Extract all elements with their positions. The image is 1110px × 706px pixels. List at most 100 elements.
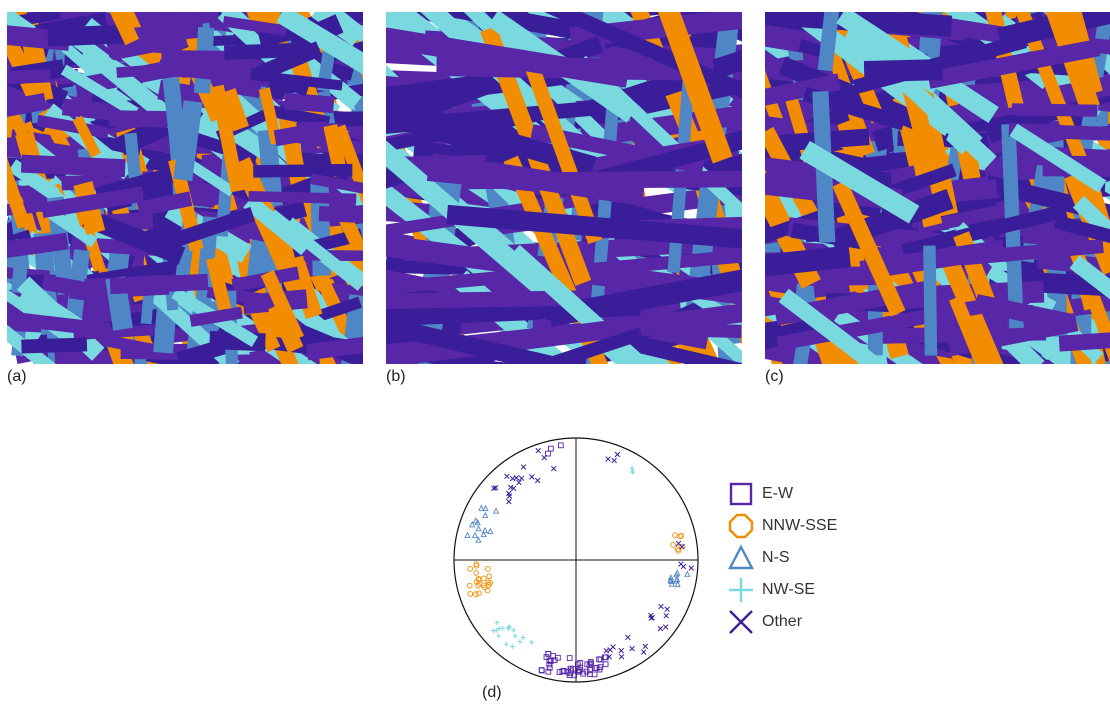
fracture-segment [974,294,1076,332]
octagon-icon [728,513,754,539]
stereonet-pole [512,633,518,639]
stereonet-pole [475,582,481,589]
fracture-segment [1058,330,1110,352]
stereonet-pole [484,587,491,594]
stereonet-pole [516,479,522,486]
fracture-segment [248,191,357,205]
fracture-segment [109,273,209,295]
fracture-segment [7,92,47,121]
fracture-segment [210,84,245,193]
fracture-segment [923,245,938,356]
fracture-segment [548,266,742,327]
stereonet-pole [511,627,516,633]
stereonet-pole [664,606,670,613]
fracture-segment [765,268,806,290]
legend-label-nw-se: NW-SE [762,581,816,598]
plus-icon [729,578,753,602]
stereonet-pole [494,620,500,626]
stereonet-pole [663,613,669,619]
stereonet-pole [606,653,612,660]
fracture-segment [1069,255,1110,313]
legend-label-ew: E-W [762,485,794,502]
legend: E-W NNW-SSE N-S NW-SE Other [726,478,926,638]
stereonet-pole [580,670,587,677]
stereonet-pole [475,525,482,532]
stereonet-pole [602,661,609,668]
stereonet-pole [614,451,621,458]
legend-item-nnw-sse: NNW-SSE [726,510,926,542]
fracture-segment [20,154,126,178]
fracture-segment [927,39,1101,89]
stereonet-pole [657,625,664,632]
fracture-segment [446,204,742,257]
square-icon [729,482,753,506]
stereonet-pole [618,647,625,654]
stereonet-pole [486,573,493,580]
stereonet-pole [574,668,581,675]
stereonet-pole [541,454,548,461]
fracture-segment [284,92,335,114]
stereonet-pole [534,477,541,484]
legend-item-ns: N-S [726,542,926,574]
fracture-map-b [386,12,742,364]
fracture-segment [386,313,622,364]
fracture-segment [472,327,644,364]
fracture-segment [386,282,659,364]
fracture-segment [47,24,131,47]
fracture-segment [243,195,312,256]
stereonet-pole [658,603,664,610]
fracture-segment [156,12,211,29]
panel-label-b: (b) [386,368,406,385]
stereonet-pole [557,442,564,449]
stereonet-pole [577,659,584,666]
stereonet-pole [471,531,479,538]
stereonet-pole [545,668,552,675]
stereonet-pole [491,485,497,491]
stereonet-pole [472,517,479,524]
stereonet-pole [677,533,683,540]
fracture-segment [799,140,920,224]
stereonet-pole [487,580,494,586]
stereonet-pole [469,521,476,528]
fracture-segment [8,159,60,201]
stereonet-pole [640,649,647,655]
stereonet-pole [642,643,649,650]
stereonet-pole [564,668,571,675]
fracture-segment [173,100,203,182]
stereonet-pole [607,647,613,653]
stereonet-pole [672,532,678,538]
fracture-segment [162,59,271,88]
stereonet-pole [566,655,573,661]
stereonet-pole [480,575,487,582]
stereonet-pole [480,530,487,538]
fracture-segment [386,290,582,310]
stereonet-pole [668,577,675,584]
stereonet-pole [475,576,482,583]
fracture-segment [569,12,742,48]
fracture-segment [99,12,140,46]
stereonet-pole [500,625,506,631]
fracture-segment [7,137,31,230]
fracture-segment [154,207,256,254]
stereonet-pole [571,672,578,679]
fracture-segment [60,64,139,118]
fracture-segment [817,12,843,72]
fracture-segment [253,163,353,178]
stereonet-pole [679,543,686,550]
stereonet-pole [504,473,510,480]
fracture-segment [765,148,836,184]
stereonet-pole [520,464,527,470]
stereonet-pole [505,626,511,632]
stereonet-pole [464,531,471,538]
stereonet-pole [591,671,598,678]
fracture-segment [273,121,329,147]
stereonet-pole [492,507,500,514]
fracture-segment [334,206,363,280]
fracture-segment [778,288,963,364]
legend-item-nw-se: NW-SE [726,574,926,606]
stereonet-pole [546,664,553,671]
fracture-segment [436,12,742,120]
fracture-segment [1072,195,1110,257]
fracture-network-svg [7,12,363,364]
stereonet-pole [673,577,680,584]
